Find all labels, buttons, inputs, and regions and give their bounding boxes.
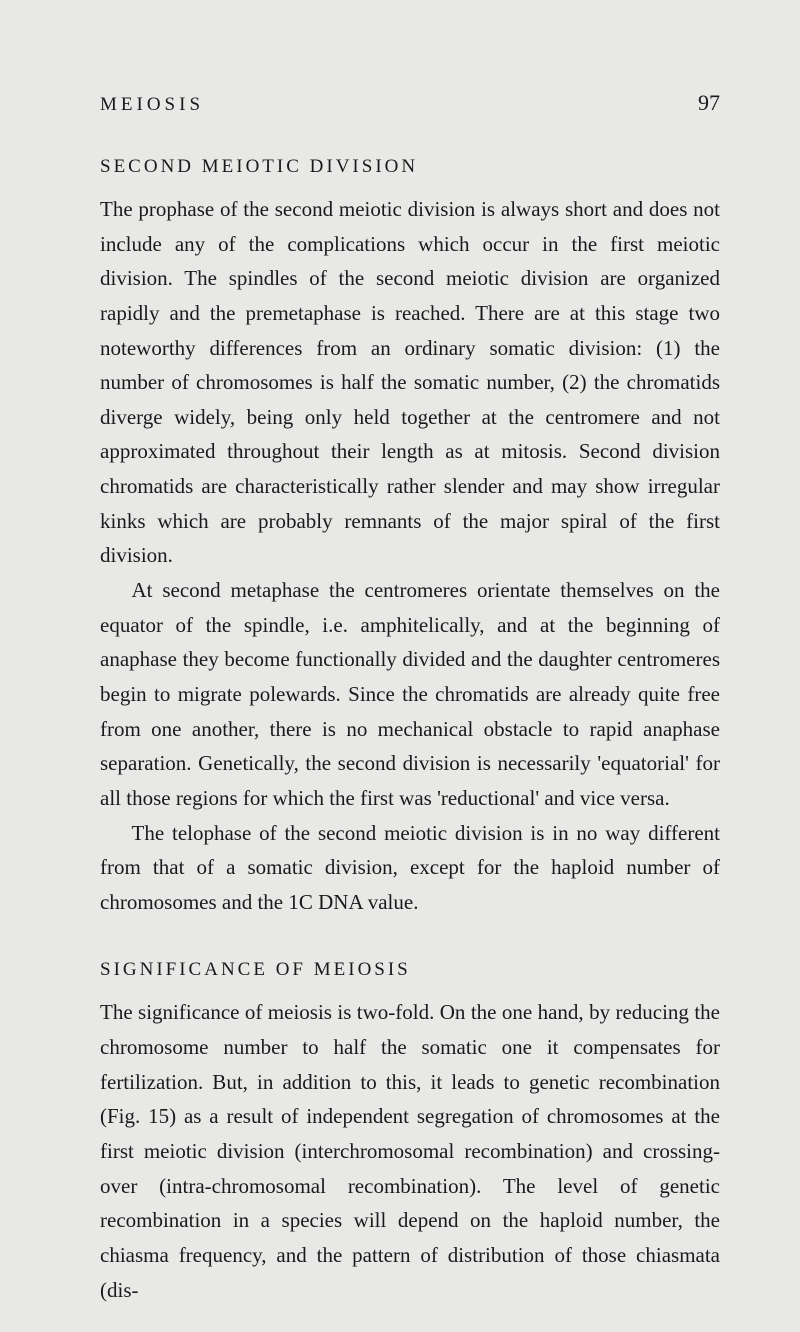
paragraph: The telophase of the second meiotic divi… — [100, 816, 720, 920]
paragraph: At second metaphase the centromeres orie… — [100, 573, 720, 815]
section-heading-significance: SIGNIFICANCE OF MEIOSIS — [100, 959, 720, 981]
paragraph: The prophase of the second meiotic divis… — [100, 192, 720, 573]
running-header: MEIOSIS — [100, 94, 204, 116]
page-header: MEIOSIS 97 — [100, 90, 720, 116]
section-heading-second-meiotic: SECOND MEIOTIC DIVISION — [100, 156, 720, 178]
page-number: 97 — [698, 90, 720, 116]
paragraph: The significance of meiosis is two-fold.… — [100, 995, 720, 1307]
